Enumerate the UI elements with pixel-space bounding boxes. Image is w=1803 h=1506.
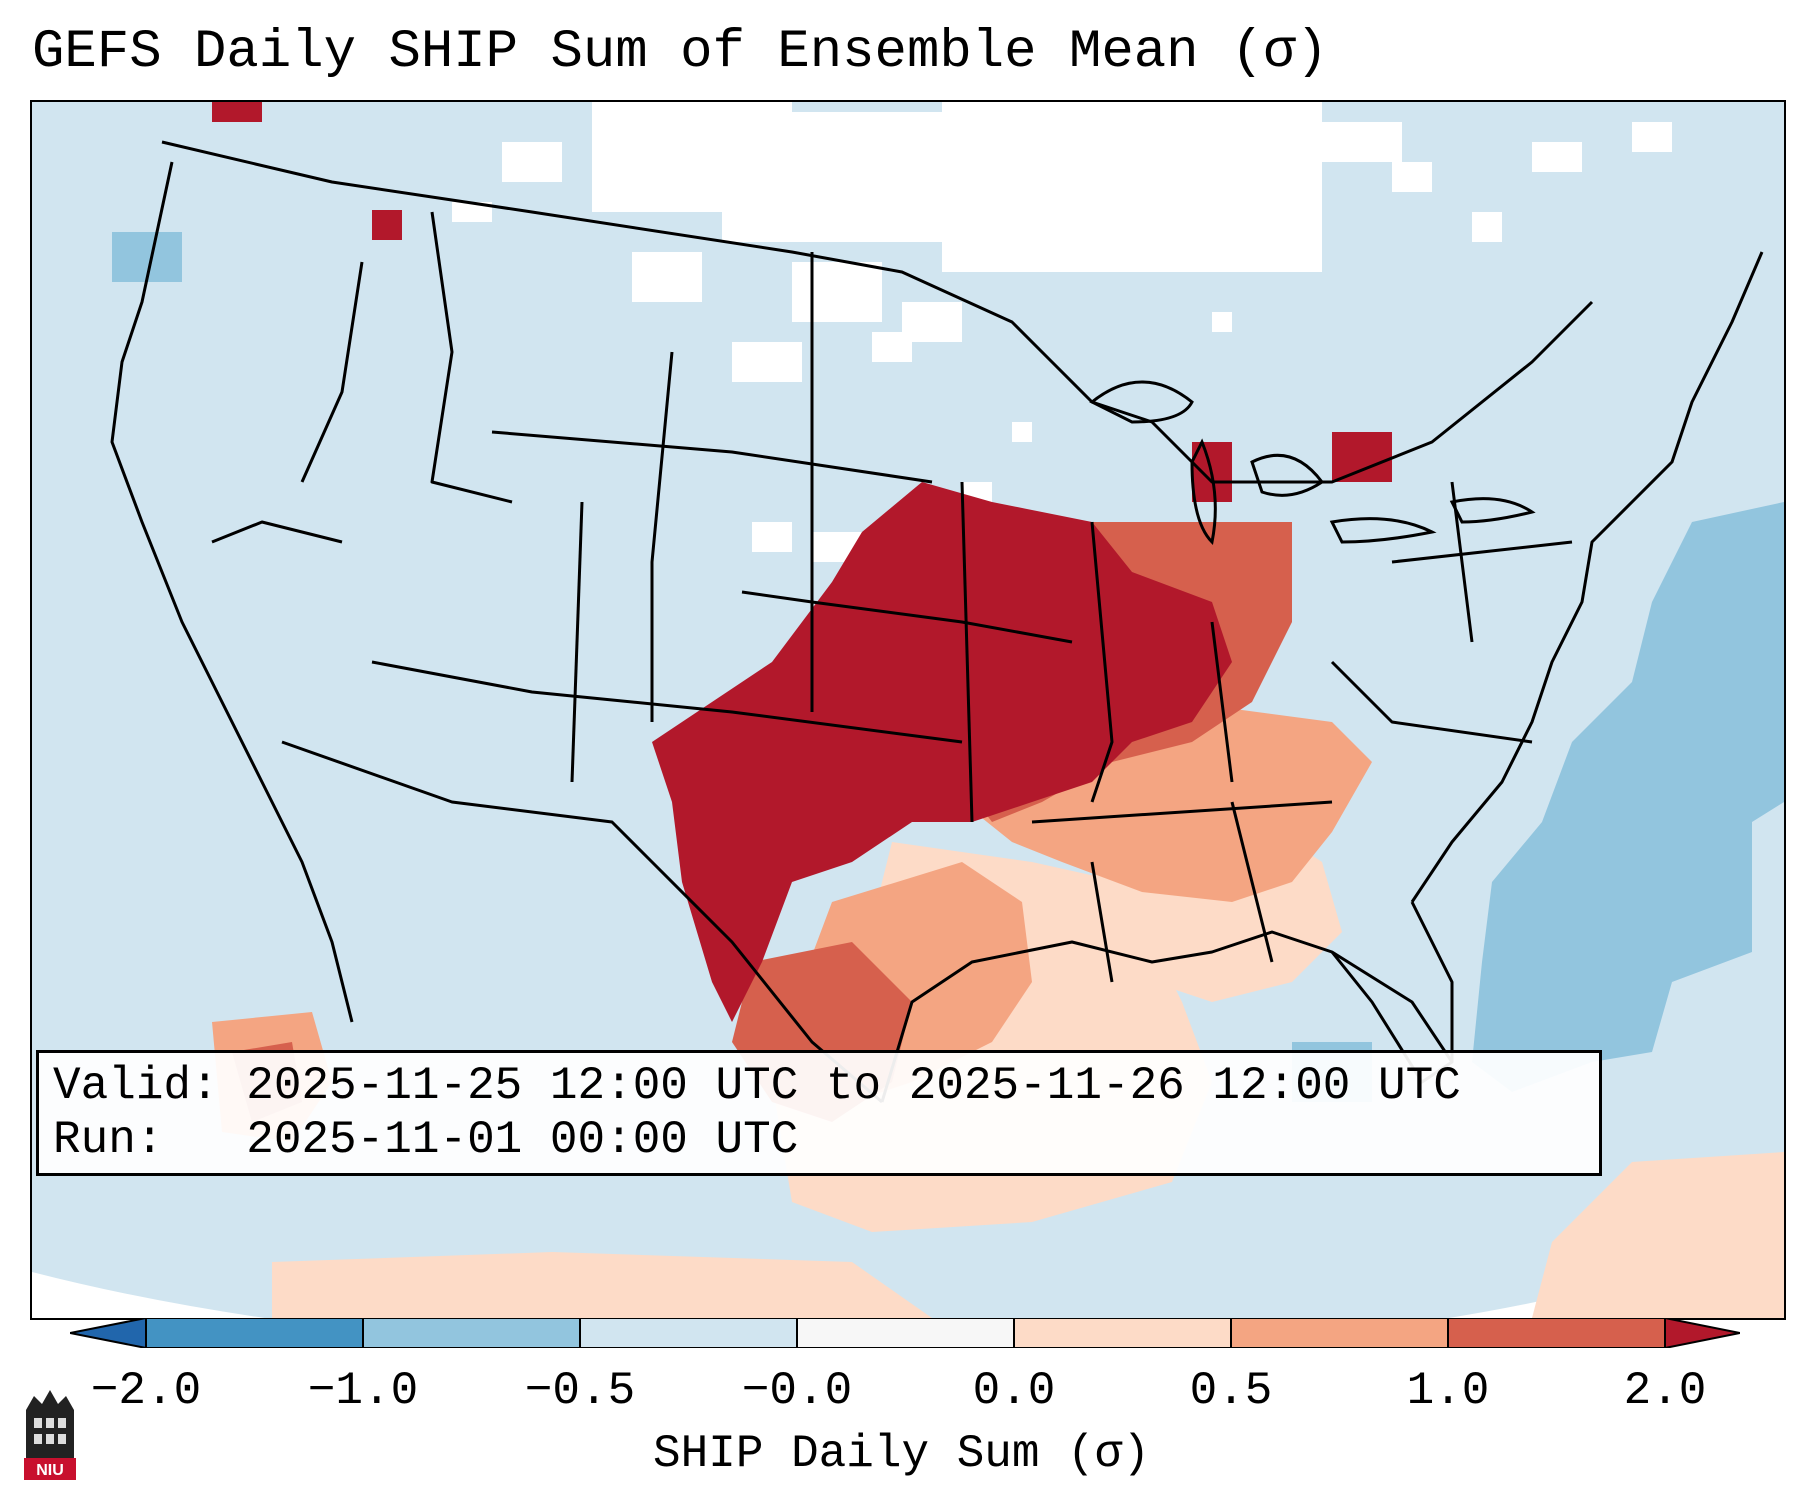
valid-time-text: Valid: 2025-11-25 12:00 UTC to 2025-11-2…	[53, 1060, 1461, 1112]
colorbar-tick-label: 0.5	[1189, 1365, 1273, 1417]
atlantic-negative-region	[1472, 502, 1784, 1092]
colorbar-tick-label: −2.0	[90, 1365, 202, 1417]
colorbar-tick-label: 1.0	[1406, 1365, 1490, 1417]
caribbean-light-positive	[1532, 1152, 1784, 1318]
colorbar-tick-label: 0.0	[972, 1365, 1056, 1417]
colorbar-tick-label: 2.0	[1623, 1365, 1707, 1417]
ontario-positive-patch	[1332, 432, 1392, 482]
plains-core-positive	[652, 482, 1232, 1022]
colorbar-segment-7	[1448, 1318, 1665, 1348]
colorbar-tick-label: −0.0	[741, 1365, 853, 1417]
niu-logo-icon: NIU	[24, 1390, 76, 1480]
bc-positive-patch	[212, 102, 262, 122]
chart-title: GEFS Daily SHIP Sum of Ensemble Mean (σ)	[32, 22, 1329, 83]
colorbar-segment-6	[1231, 1318, 1448, 1348]
idaho-positive-patch	[372, 210, 402, 240]
canada-white-speckle	[452, 102, 1672, 562]
colorbar-tick-label: −1.0	[307, 1365, 419, 1417]
boundary-lines	[110, 140, 1764, 1104]
colorbar-extend-low	[70, 1318, 146, 1348]
run-time-text: Run: 2025-11-01 00:00 UTC	[53, 1114, 799, 1166]
colorbar-segment-2	[363, 1318, 580, 1348]
colorbar-segment-4	[797, 1318, 1014, 1348]
logo-text: NIU	[36, 1462, 64, 1479]
colorbar	[70, 1318, 1740, 1348]
colorbar-segment-1	[146, 1318, 363, 1348]
colorbar-segment-3	[580, 1318, 797, 1348]
great-lakes	[1089, 380, 1536, 546]
valid-run-info-box: Valid: 2025-11-25 12:00 UTC to 2025-11-2…	[36, 1050, 1602, 1176]
colorbar-extend-high	[1665, 1318, 1740, 1348]
colorbar-segment-5	[1014, 1318, 1231, 1348]
colorbar-ticks	[145, 1318, 1666, 1348]
colorbar-label: SHIP Daily Sum (σ)	[653, 1428, 1150, 1480]
colorbar-tick-label: −0.5	[524, 1365, 636, 1417]
mexico-south-light-positive	[272, 1252, 932, 1318]
